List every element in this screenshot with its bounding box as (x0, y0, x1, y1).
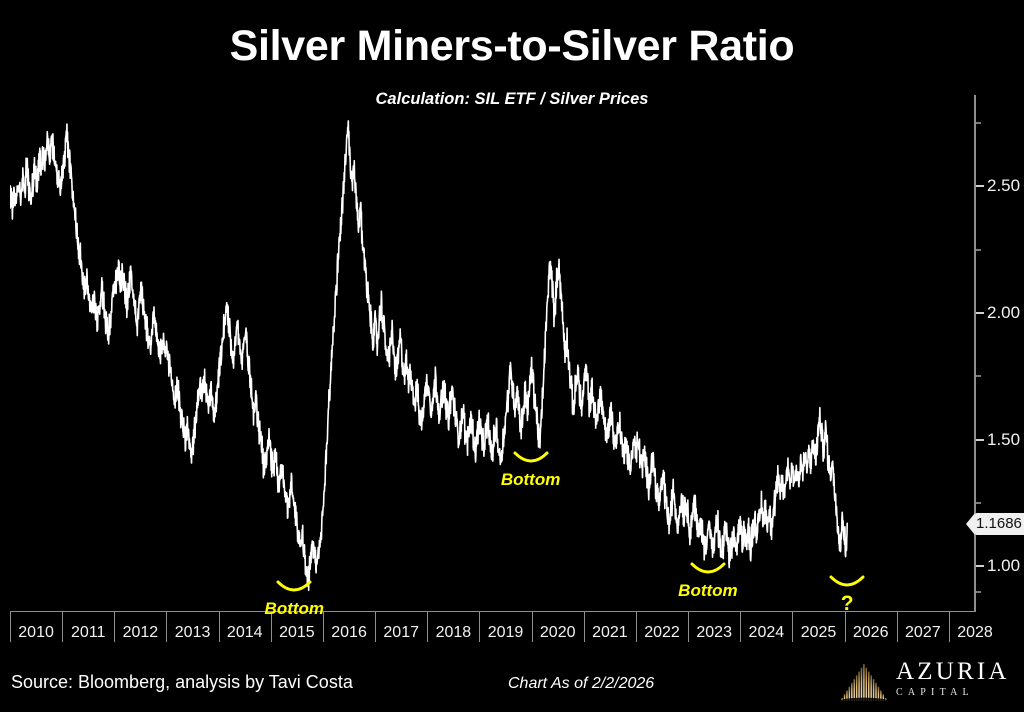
x-axis-year-label: 2022 (644, 624, 680, 641)
smile-pointer-icon (690, 562, 726, 574)
smile-pointer-icon (513, 451, 549, 463)
brand-name: AZURIA (896, 658, 1010, 685)
annotation-bottom-2023: Bottom (665, 561, 751, 621)
x-axis-tick (166, 612, 168, 642)
x-axis-line (10, 611, 976, 612)
y-tick-mark (976, 311, 984, 314)
x-axis-tick (635, 612, 637, 642)
x-axis-tick (583, 612, 585, 642)
y-tick-mark-minor (976, 248, 981, 251)
last-value-flag: 1.1686 (966, 512, 1024, 535)
y-tick-label: 1.00 (987, 556, 1021, 576)
annotation-label: Bottom (678, 581, 738, 601)
x-axis-tick (375, 612, 377, 642)
annotation-label: ? (840, 591, 854, 615)
source-note: Source: Bloomberg, analysis by Tavi Cost… (11, 672, 353, 692)
y-axis-line (974, 95, 976, 612)
x-axis-year-label: 2025 (800, 624, 837, 641)
x-axis-year-label: 2015 (279, 624, 315, 641)
y-tick-mark (976, 438, 984, 441)
y-tick-mark (976, 185, 984, 188)
x-axis-tick (792, 612, 794, 642)
x-axis-year-label: 2014 (226, 624, 263, 641)
x-axis-year-label: 2017 (383, 624, 419, 641)
x-axis-year-band: 2010 2011 2012 2013 2014 2015 2016 2017 2018 2019… (10, 612, 1024, 654)
x-axis-year-label: 2012 (122, 624, 159, 641)
x-axis-tick (479, 612, 481, 642)
smile-pointer-icon (829, 575, 865, 587)
y-tick-mark-minor (976, 375, 981, 378)
x-axis-year-label: 2024 (748, 624, 785, 641)
x-axis-year-label: 2021 (592, 624, 628, 641)
page-title: Silver Miners-to-Silver Ratio (229, 22, 795, 70)
x-axis-tick (896, 612, 898, 642)
x-axis-tick (844, 612, 846, 642)
y-tick-mark (976, 565, 984, 568)
x-axis-year-label: 2018 (435, 624, 472, 641)
y-tick-label: 2.50 (987, 176, 1021, 196)
x-axis-tick (10, 612, 11, 642)
brand-logo-text: AZURIA CAPITAL (896, 658, 1020, 700)
x-axis-year-label: 2011 (71, 624, 106, 641)
x-axis-tick (322, 612, 324, 642)
annotation-label: Bottom (264, 599, 325, 619)
x-axis-year-label: 2019 (487, 624, 524, 641)
annotation-bottom-2020: Bottom (488, 450, 574, 510)
y-tick-mark-minor (976, 502, 981, 505)
annotation-question-2026: ? (804, 574, 890, 634)
x-axis-year-label: 2028 (957, 624, 993, 641)
y-tick-mark-minor (976, 590, 981, 593)
x-axis-tick (427, 612, 429, 642)
x-axis-year-label: 2023 (696, 624, 732, 641)
brand-logo: AZURIA CAPITAL (838, 658, 1020, 706)
x-axis-tick (218, 612, 220, 642)
x-axis-tick (114, 612, 116, 642)
x-axis-year-label: 2016 (331, 624, 367, 641)
x-axis-year-label: 2010 (18, 624, 54, 641)
x-axis-year-label: 2020 (539, 624, 576, 641)
smile-pointer-icon (276, 580, 312, 592)
y-tick-mark-minor (976, 121, 981, 124)
x-axis-tick (948, 612, 950, 642)
x-axis-tick (270, 612, 272, 642)
ratio-line-series (10, 120, 849, 592)
annotation-bottom-2015: Bottom (251, 579, 337, 639)
y-tick-label: 2.00 (987, 302, 1021, 322)
plot-area (10, 95, 975, 612)
brand-tagline: CAPITAL (896, 687, 974, 698)
x-axis-year-label: 2013 (174, 624, 211, 641)
azuria-pyramid-icon (840, 664, 888, 704)
y-tick-label: 1.50 (987, 429, 1021, 449)
x-axis-year-label: 2026 (852, 624, 889, 641)
annotation-label: Bottom (500, 469, 561, 489)
x-axis-tick (531, 612, 533, 642)
x-axis-year-label: 2027 (905, 624, 941, 641)
x-axis-tick (740, 612, 742, 642)
x-axis-tick (688, 612, 690, 642)
chart-subtitle: Calculation: SIL ETF / Silver Prices (375, 90, 649, 108)
last-value-label: 1.1686 (975, 512, 1024, 535)
x-axis-tick (62, 612, 64, 642)
chart-asof-note: Chart As of 2/2/2026 (508, 675, 655, 692)
flag-arrow-icon (966, 512, 975, 535)
